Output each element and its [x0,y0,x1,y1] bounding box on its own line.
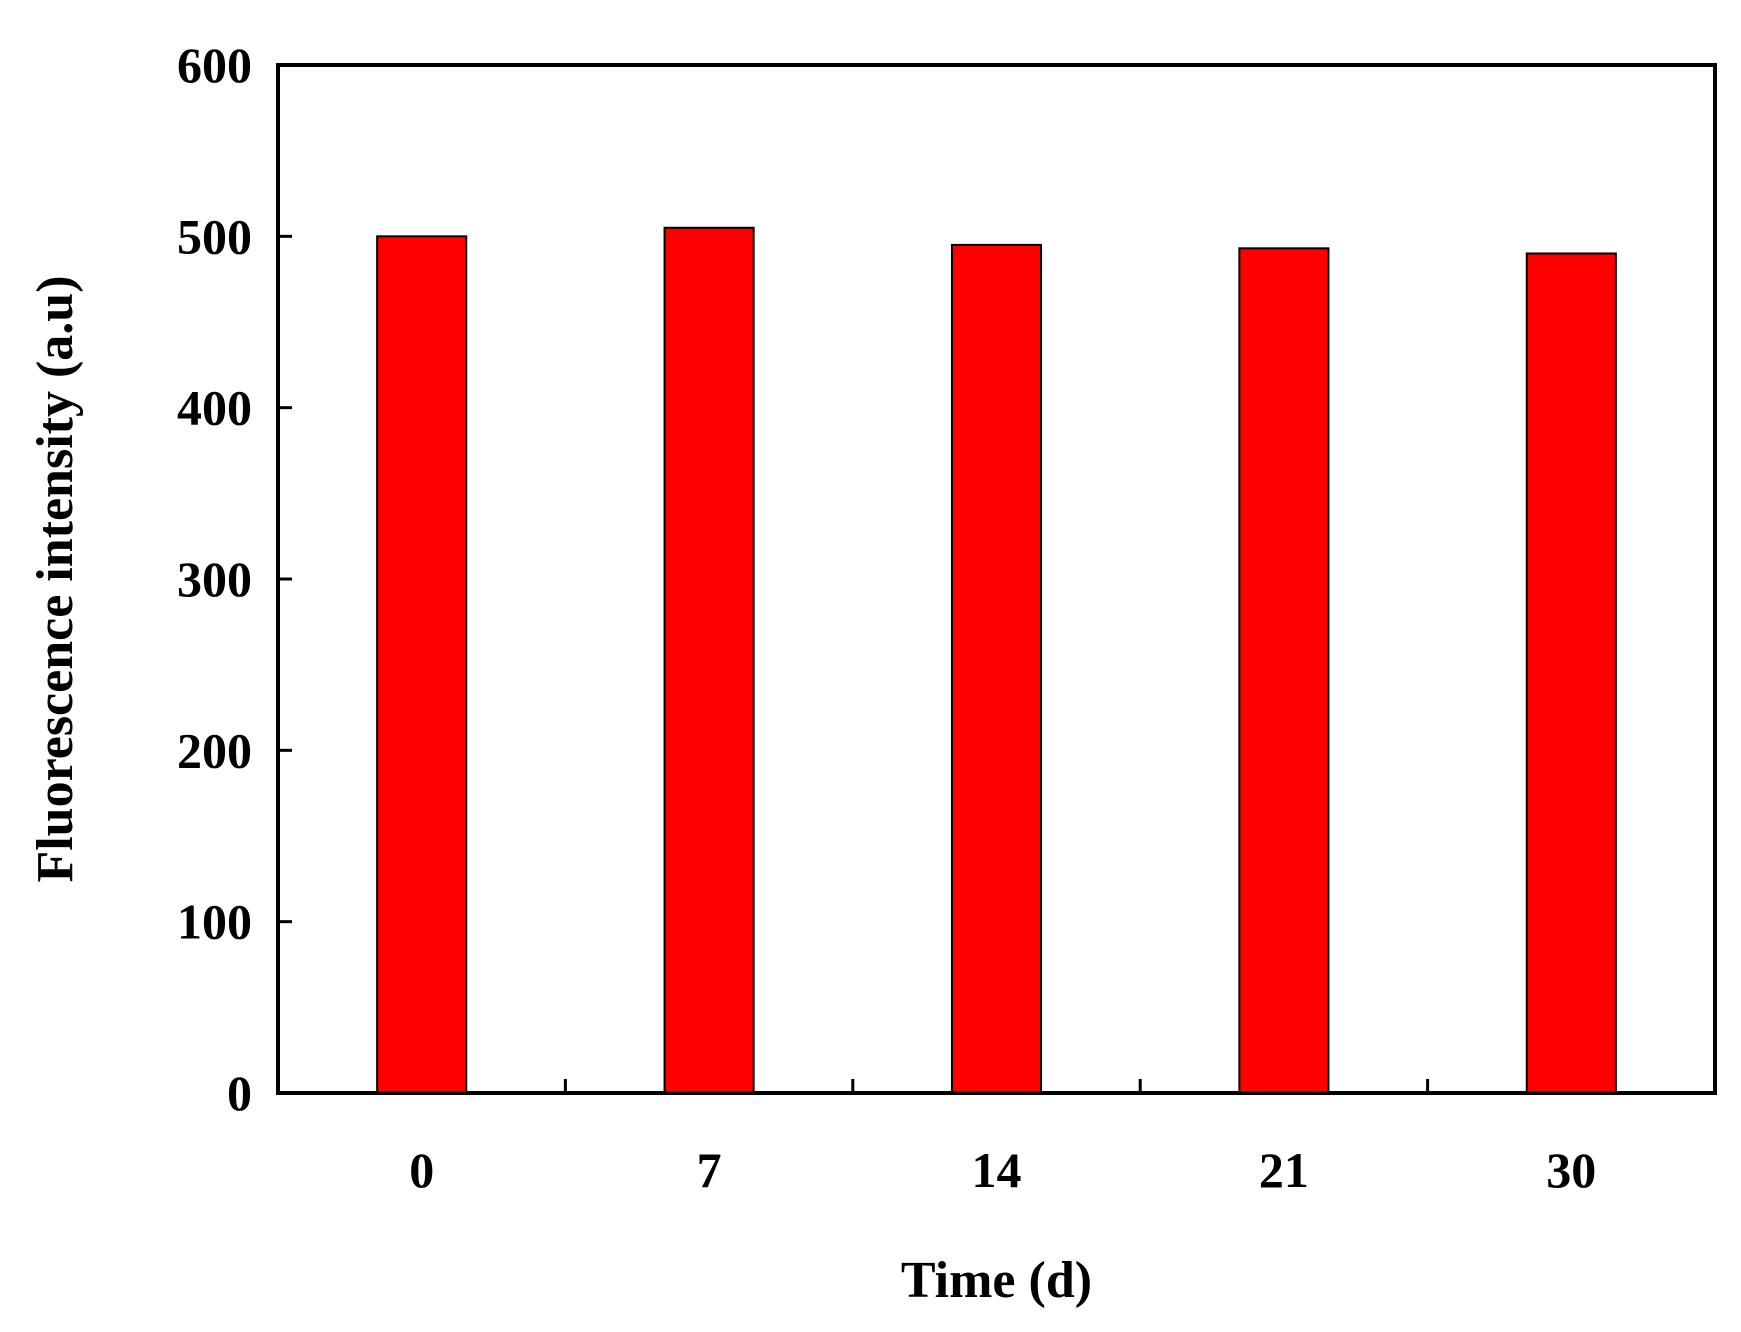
x-axis-title: Time (d) [901,1252,1092,1309]
y-tick-label: 0 [227,1065,252,1121]
bar-0 [376,235,468,1095]
y-tick-label: 400 [177,380,252,436]
x-tick-label: 14 [972,1142,1022,1198]
bar-14 [950,243,1043,1094]
bars-group [376,226,1617,1095]
x-tick-label: 21 [1259,1142,1309,1198]
bar-7 [663,226,755,1094]
x-tick-label: 0 [409,1142,434,1198]
x-axis: 0 7 14 21 30 [409,1079,1596,1198]
y-tick-label: 300 [177,551,252,607]
x-tick-label: 30 [1546,1142,1596,1198]
bar-30 [1525,252,1617,1094]
y-tick-label: 500 [177,208,252,264]
y-tick-label: 200 [177,722,252,778]
x-tick-label: 7 [697,1142,722,1198]
y-tick-label: 600 [177,37,252,93]
y-axis: 0 100 200 300 400 500 600 [177,37,292,1121]
y-axis-title: Fluorescence intensity (a.u) [27,275,84,882]
bar-21 [1238,247,1330,1094]
y-tick-label: 100 [177,894,252,950]
